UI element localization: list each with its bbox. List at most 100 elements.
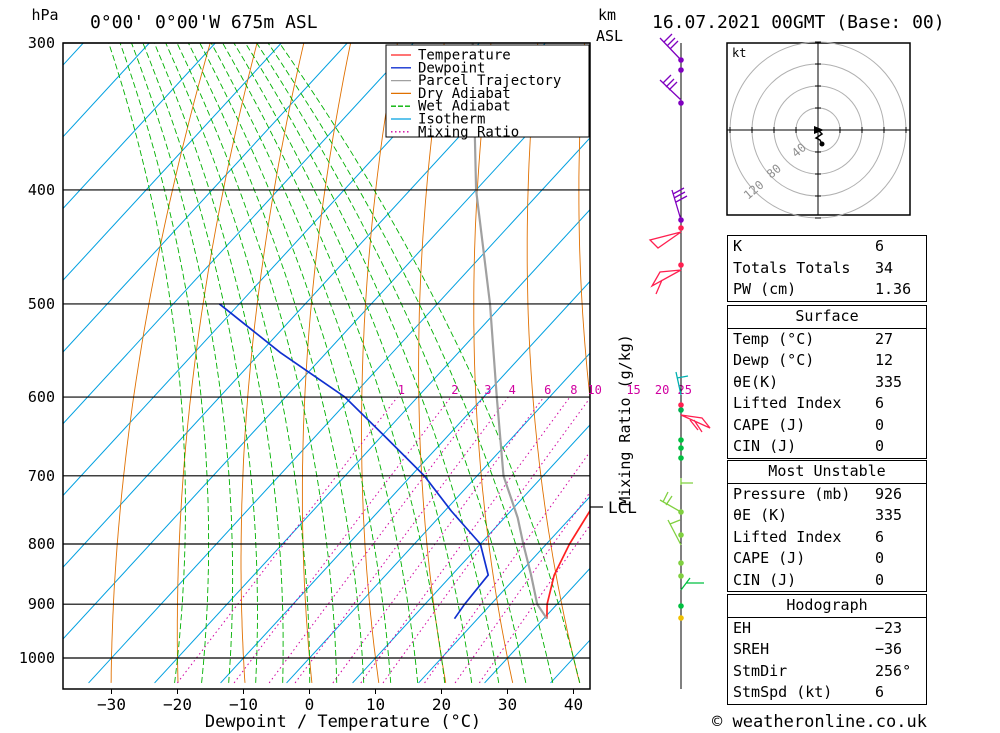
wet-adiabat-line	[267, 43, 554, 683]
surface-index-value: 0	[875, 437, 885, 455]
wind-barb	[667, 519, 682, 546]
surface-index-row: θE(K) 335	[728, 372, 927, 394]
datetime-title: 16.07.2021 00GMT (Base: 00)	[652, 12, 945, 33]
wet-adiabat-line	[119, 43, 210, 683]
wind-level-dot	[678, 603, 684, 609]
most-unstable-index-label: CIN (J)	[733, 570, 797, 589]
wind-profile	[648, 33, 711, 689]
dry-adiabat-line	[110, 43, 211, 683]
wind-level-dot	[678, 445, 684, 451]
most-unstable-table: Most Unstable Pressure (mb) 926 θE (K) 335 L…	[727, 460, 927, 592]
hodograph-index-value: −36	[875, 640, 903, 658]
general-index-label: Totals Totals	[733, 258, 851, 277]
general-index-label: K	[733, 237, 743, 255]
most-unstable-index-label: θE (K)	[733, 506, 788, 524]
x-tick-label: 20	[432, 695, 451, 714]
plot-area	[63, 26, 713, 684]
pressure-tick-label: 700	[28, 467, 55, 485]
wet-adiabat-line	[199, 43, 392, 683]
height-unit-label-asl: ASL	[596, 27, 623, 45]
mixing-ratio-line	[382, 397, 590, 684]
wet-adiabat-line	[153, 43, 284, 683]
most-unstable-index-row: Pressure (mb) 926	[727, 483, 927, 505]
wind-level-dot	[678, 67, 684, 73]
wet-adiabat-line	[187, 43, 365, 683]
x-tick-label: −30	[97, 695, 126, 714]
mixing-ratio-label: 10	[587, 383, 601, 397]
isotherm-line	[220, 280, 590, 684]
legend-label: Temperature	[418, 48, 511, 64]
surface-index-row: Lifted Index 6	[728, 393, 927, 415]
mixing-ratio-label: 4	[509, 383, 516, 397]
hodograph-table: Hodograph EH −23 SREH −36 StmDir 256° StmSpd (…	[727, 594, 927, 705]
most-unstable-index-label: CAPE (J)	[733, 549, 806, 567]
legend-box	[385, 44, 590, 138]
mixing-ratio-line	[268, 396, 485, 684]
wind-barb	[659, 491, 682, 513]
isotherm-line	[63, 43, 282, 282]
height-unit-label: km	[598, 6, 616, 24]
wet-adiabats	[108, 43, 581, 684]
x-tick-label: 30	[498, 695, 517, 714]
wet-adiabat-line	[108, 43, 186, 683]
isotherm-line	[63, 43, 414, 425]
surface-title: Surface	[795, 307, 859, 325]
dry-adiabat-line	[629, 26, 713, 683]
hodograph-index-row: StmDir 256°	[728, 661, 927, 683]
parcel-trajectory-line	[471, 43, 548, 620]
wind-level-dot	[678, 532, 684, 538]
dry-adiabat-line	[361, 43, 398, 683]
wet-adiabat-line	[256, 43, 527, 683]
mixing-ratio-label: 20	[655, 383, 669, 397]
mixing-ratio-lines	[177, 396, 590, 684]
wind-barb	[659, 33, 682, 61]
surface-index-value: 27	[875, 329, 894, 348]
hodograph-index-value: −23	[875, 618, 903, 637]
hodograph-index-row: StmSpd (kt) 6	[728, 682, 927, 704]
most-unstable-index-value: 335	[875, 506, 903, 524]
hodograph-index-value: 256°	[875, 661, 912, 680]
pressure-grid: 300 400 500 600 700 800 900 1000	[19, 34, 590, 667]
wind-barb	[648, 231, 682, 249]
wind-barb	[659, 74, 682, 101]
wind-level-dot	[678, 407, 684, 413]
surface-index-label: θE(K)	[733, 372, 779, 391]
pressure-tick-label: 400	[28, 181, 55, 199]
surface-index-label: Temp (°C)	[733, 329, 815, 348]
dry-adiabats	[110, 26, 713, 684]
wind-level-dot	[678, 262, 684, 268]
temperature-line	[546, 509, 590, 619]
isotherm-line	[352, 424, 590, 684]
dry-adiabat-line	[473, 43, 514, 683]
general-indices-table: K 6 Totals Totals 34 PW (cm) 1.36	[727, 235, 927, 302]
hodograph-unit: kt	[732, 46, 746, 60]
dewpoint-line	[218, 303, 490, 620]
isotherm-line	[63, 43, 348, 353]
y-axis-unit: hPa	[31, 6, 58, 24]
isotherm-line	[418, 495, 590, 684]
location-title: 0°00' 0°00'W 675m ASL	[90, 12, 318, 33]
copyright: © weatheronline.co.uk	[712, 712, 927, 732]
wind-level-dot	[678, 573, 684, 579]
hodograph-index-label: StmSpd (kt)	[733, 683, 833, 701]
wet-adiabat-line	[165, 43, 311, 683]
wet-adiabat-line	[176, 43, 338, 683]
mixing-ratio-label: 15	[626, 383, 640, 397]
most-unstable-title: Most Unstable	[768, 462, 886, 480]
hodograph-index-row: EH −23	[727, 617, 927, 639]
isotherm-line	[484, 567, 590, 684]
general-index-label: PW (cm)	[733, 280, 797, 298]
lcl-label: LCL	[608, 498, 637, 517]
dry-adiabat-line	[176, 43, 258, 683]
surface-index-value: 335	[875, 372, 903, 391]
wind-level-dot	[678, 509, 684, 515]
surface-index-row: CAPE (J) 0	[728, 415, 927, 437]
wind-level-dot	[678, 455, 684, 461]
wind-barb	[650, 269, 682, 295]
general-index-row: Totals Totals 34	[728, 258, 927, 280]
surface-index-label: Lifted Index	[733, 394, 842, 412]
mixing-ratio-label: 2	[451, 383, 458, 397]
mixing-ratio-label: 1	[398, 383, 405, 397]
